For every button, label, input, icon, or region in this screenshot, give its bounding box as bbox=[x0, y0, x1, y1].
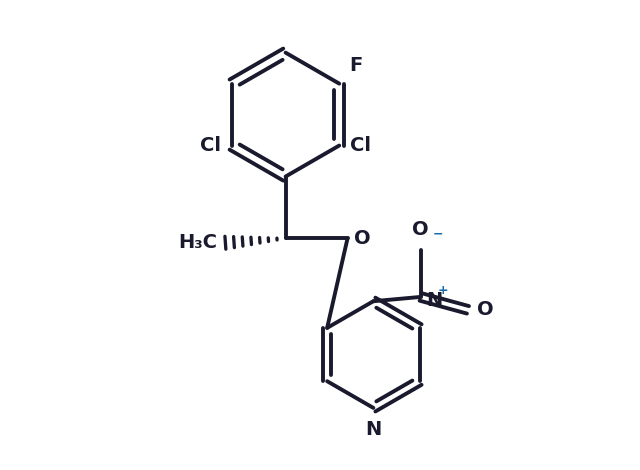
Text: Cl: Cl bbox=[200, 136, 221, 155]
Text: N: N bbox=[365, 420, 381, 439]
Text: N: N bbox=[426, 291, 442, 310]
Text: O: O bbox=[353, 229, 370, 248]
Text: O: O bbox=[477, 300, 493, 319]
Text: Cl: Cl bbox=[351, 136, 371, 155]
Text: F: F bbox=[349, 56, 363, 75]
Text: H₃C: H₃C bbox=[178, 233, 217, 252]
Text: +: + bbox=[438, 283, 449, 297]
Text: O: O bbox=[412, 220, 429, 239]
Text: −: − bbox=[433, 227, 443, 241]
